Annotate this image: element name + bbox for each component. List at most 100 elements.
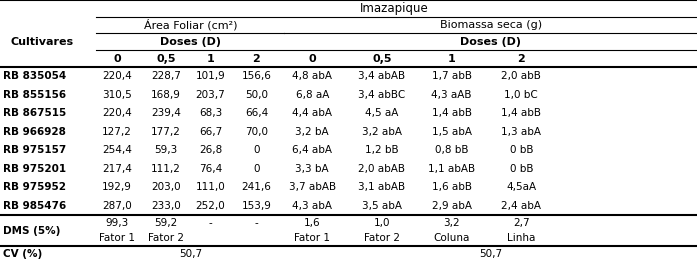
Text: 1,6: 1,6 xyxy=(304,218,321,228)
Text: 1: 1 xyxy=(206,54,215,63)
Text: Doses (D): Doses (D) xyxy=(160,37,221,47)
Text: Linha: Linha xyxy=(507,233,535,243)
Text: 168,9: 168,9 xyxy=(151,90,181,100)
Text: 0 bB: 0 bB xyxy=(510,164,533,174)
Text: 287,0: 287,0 xyxy=(102,201,132,211)
Text: 203,7: 203,7 xyxy=(196,90,225,100)
Text: -: - xyxy=(254,218,259,228)
Text: 1,1 abAB: 1,1 abAB xyxy=(428,164,475,174)
Text: 6,4 abA: 6,4 abA xyxy=(292,145,332,155)
Text: Fator 2: Fator 2 xyxy=(148,233,184,243)
Text: 0: 0 xyxy=(253,164,260,174)
Text: 111,2: 111,2 xyxy=(151,164,181,174)
Text: 217,4: 217,4 xyxy=(102,164,132,174)
Text: 220,4: 220,4 xyxy=(102,108,132,118)
Text: 1,0: 1,0 xyxy=(374,218,390,228)
Text: Fator 2: Fator 2 xyxy=(364,233,400,243)
Text: 59,2: 59,2 xyxy=(154,218,178,228)
Text: 4,8 abA: 4,8 abA xyxy=(292,71,332,81)
Text: 50,7: 50,7 xyxy=(479,249,503,259)
Text: 0,5: 0,5 xyxy=(156,54,176,63)
Text: 4,4 abA: 4,4 abA xyxy=(292,108,332,118)
Text: 3,4 abAB: 3,4 abAB xyxy=(358,71,406,81)
Text: Imazapique: Imazapique xyxy=(360,2,428,15)
Text: 70,0: 70,0 xyxy=(245,127,268,137)
Text: Área Foliar (cm²): Área Foliar (cm²) xyxy=(144,19,237,31)
Text: 2,0 abAB: 2,0 abAB xyxy=(358,164,406,174)
Text: 50,0: 50,0 xyxy=(245,90,268,100)
Text: RB 867515: RB 867515 xyxy=(3,108,66,118)
Text: 177,2: 177,2 xyxy=(151,127,181,137)
Text: 3,4 abBC: 3,4 abBC xyxy=(358,90,406,100)
Text: RB 975952: RB 975952 xyxy=(3,182,66,192)
Text: 50,7: 50,7 xyxy=(178,249,202,259)
Text: 1,6 abB: 1,6 abB xyxy=(431,182,472,192)
Text: Cultivares: Cultivares xyxy=(10,37,73,47)
Text: CV (%): CV (%) xyxy=(3,249,42,259)
Text: 241,6: 241,6 xyxy=(242,182,271,192)
Text: Fator 1: Fator 1 xyxy=(99,233,135,243)
Text: 4,3 aAB: 4,3 aAB xyxy=(431,90,472,100)
Text: 66,4: 66,4 xyxy=(245,108,268,118)
Text: 4,3 abA: 4,3 abA xyxy=(292,201,332,211)
Text: 76,4: 76,4 xyxy=(199,164,222,174)
Text: 239,4: 239,4 xyxy=(151,108,181,118)
Text: 26,8: 26,8 xyxy=(199,145,222,155)
Text: 252,0: 252,0 xyxy=(196,201,225,211)
Text: 228,7: 228,7 xyxy=(151,71,181,81)
Text: 203,0: 203,0 xyxy=(151,182,181,192)
Text: 1,3 abA: 1,3 abA xyxy=(501,127,542,137)
Text: RB 835054: RB 835054 xyxy=(3,71,66,81)
Text: 310,5: 310,5 xyxy=(102,90,132,100)
Text: 1,4 abB: 1,4 abB xyxy=(431,108,472,118)
Text: 2: 2 xyxy=(517,54,526,63)
Text: 111,0: 111,0 xyxy=(196,182,225,192)
Text: 2,9 abA: 2,9 abA xyxy=(431,201,472,211)
Text: 3,2: 3,2 xyxy=(443,218,460,228)
Text: 101,9: 101,9 xyxy=(196,71,225,81)
Text: 192,9: 192,9 xyxy=(102,182,132,192)
Text: RB 855156: RB 855156 xyxy=(3,90,66,100)
Text: 66,7: 66,7 xyxy=(199,127,222,137)
Text: 2,7: 2,7 xyxy=(513,218,530,228)
Text: 1,0 bC: 1,0 bC xyxy=(505,90,538,100)
Text: 0: 0 xyxy=(253,145,260,155)
Text: 1,4 abB: 1,4 abB xyxy=(501,108,542,118)
Text: 2,0 abB: 2,0 abB xyxy=(501,71,542,81)
Text: 0: 0 xyxy=(114,54,121,63)
Text: RB 985476: RB 985476 xyxy=(3,201,66,211)
Text: 2: 2 xyxy=(252,54,261,63)
Text: -: - xyxy=(208,218,213,228)
Text: Biomassa seca (g): Biomassa seca (g) xyxy=(440,20,542,30)
Text: 4,5aA: 4,5aA xyxy=(506,182,537,192)
Text: 0,8 bB: 0,8 bB xyxy=(435,145,468,155)
Text: 1: 1 xyxy=(447,54,456,63)
Text: 3,3 bA: 3,3 bA xyxy=(296,164,329,174)
Text: 99,3: 99,3 xyxy=(105,218,129,228)
Text: RB 975201: RB 975201 xyxy=(3,164,66,174)
Text: 3,2 bA: 3,2 bA xyxy=(296,127,329,137)
Text: 127,2: 127,2 xyxy=(102,127,132,137)
Text: 1,2 bB: 1,2 bB xyxy=(365,145,399,155)
Text: 68,3: 68,3 xyxy=(199,108,222,118)
Text: 254,4: 254,4 xyxy=(102,145,132,155)
Text: 4,5 aA: 4,5 aA xyxy=(365,108,399,118)
Text: 156,6: 156,6 xyxy=(242,71,271,81)
Text: DMS (5%): DMS (5%) xyxy=(3,225,60,236)
Text: 1,7 abB: 1,7 abB xyxy=(431,71,472,81)
Text: 1,5 abA: 1,5 abA xyxy=(431,127,472,137)
Text: 233,0: 233,0 xyxy=(151,201,181,211)
Text: 220,4: 220,4 xyxy=(102,71,132,81)
Text: 3,5 abA: 3,5 abA xyxy=(362,201,402,211)
Text: 3,1 abAB: 3,1 abAB xyxy=(358,182,406,192)
Text: 0: 0 xyxy=(309,54,316,63)
Text: 3,7 abAB: 3,7 abAB xyxy=(289,182,336,192)
Text: 3,2 abA: 3,2 abA xyxy=(362,127,402,137)
Text: Coluna: Coluna xyxy=(434,233,470,243)
Text: Doses (D): Doses (D) xyxy=(460,37,521,47)
Text: 6,8 aA: 6,8 aA xyxy=(296,90,329,100)
Text: 0 bB: 0 bB xyxy=(510,145,533,155)
Text: 59,3: 59,3 xyxy=(154,145,178,155)
Text: 0,5: 0,5 xyxy=(372,54,392,63)
Text: Fator 1: Fator 1 xyxy=(294,233,330,243)
